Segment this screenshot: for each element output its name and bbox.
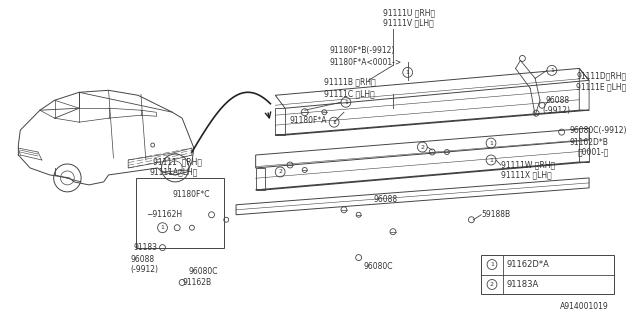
Text: 91111A〈LH〉: 91111A〈LH〉 — [150, 167, 198, 176]
Text: 91111D〈RH〉: 91111D〈RH〉 — [577, 71, 627, 80]
Text: 91111B 〈RH〉: 91111B 〈RH〉 — [324, 78, 376, 87]
Text: 91111W 〈RH〉: 91111W 〈RH〉 — [501, 160, 555, 170]
Text: 2: 2 — [490, 282, 494, 287]
Text: 1: 1 — [332, 120, 336, 125]
Text: 〸0001-〉: 〸0001-〉 — [577, 148, 609, 156]
Text: 1: 1 — [344, 100, 348, 105]
Text: (-9912): (-9912) — [130, 265, 158, 274]
Text: 1: 1 — [490, 262, 494, 267]
Text: 59188B: 59188B — [481, 210, 510, 219]
Text: 96080C: 96080C — [364, 262, 393, 271]
Text: 1: 1 — [489, 140, 493, 146]
Text: 1: 1 — [406, 70, 410, 75]
Text: 1: 1 — [489, 157, 493, 163]
Text: 91162B: 91162B — [182, 278, 211, 287]
Text: 1: 1 — [161, 225, 164, 230]
Text: 91180F*B(-9912): 91180F*B(-9912) — [329, 46, 395, 55]
Text: 91162D*A: 91162D*A — [507, 260, 550, 269]
Text: 91111V 〈LH〉: 91111V 〈LH〉 — [383, 18, 434, 27]
Text: (-9912): (-9912) — [542, 106, 570, 115]
Text: 1: 1 — [550, 68, 554, 73]
Text: 91183: 91183 — [133, 243, 157, 252]
Text: 91111C 〈LH〉: 91111C 〈LH〉 — [324, 90, 375, 99]
Bar — [136, 178, 224, 248]
Bar — [481, 255, 614, 294]
Text: 91180F*A<0001->: 91180F*A<0001-> — [329, 58, 401, 67]
Text: 91183A: 91183A — [507, 280, 539, 289]
Text: 96080C: 96080C — [189, 267, 218, 276]
Text: 91162D*B: 91162D*B — [570, 138, 609, 147]
Text: 91111E 〈LH〉: 91111E 〈LH〉 — [577, 83, 627, 92]
Text: 96088: 96088 — [373, 195, 397, 204]
Text: 91111U 〈RH〉: 91111U 〈RH〉 — [383, 8, 435, 17]
Text: 96088: 96088 — [130, 255, 154, 264]
Text: A914001019: A914001019 — [560, 302, 609, 311]
Text: 91180F*A: 91180F*A — [290, 116, 328, 125]
Text: 91111  〈RH〉: 91111 〈RH〉 — [153, 157, 202, 166]
Text: 91111X 〈LH〉: 91111X 〈LH〉 — [501, 171, 552, 180]
Text: 2: 2 — [420, 145, 424, 149]
Text: −91162H: −91162H — [146, 210, 182, 219]
Text: 2: 2 — [278, 170, 282, 174]
Text: 96080C(-9912): 96080C(-9912) — [570, 126, 627, 135]
Text: 96088: 96088 — [546, 96, 570, 105]
Text: 91180F*C: 91180F*C — [172, 190, 210, 199]
